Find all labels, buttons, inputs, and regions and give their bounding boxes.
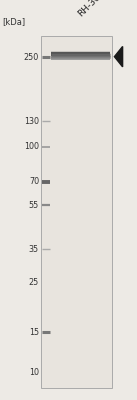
Text: 100: 100: [24, 142, 39, 151]
Text: 250: 250: [24, 52, 39, 62]
Text: 25: 25: [29, 278, 39, 287]
Text: 10: 10: [29, 368, 39, 376]
Text: [kDa]: [kDa]: [2, 18, 25, 26]
FancyBboxPatch shape: [41, 36, 112, 388]
Text: 55: 55: [29, 201, 39, 210]
Text: 15: 15: [29, 328, 39, 337]
Text: 70: 70: [29, 177, 39, 186]
Text: RH-30: RH-30: [76, 0, 102, 18]
Text: 35: 35: [29, 245, 39, 254]
Text: 130: 130: [24, 116, 39, 126]
Polygon shape: [114, 46, 123, 67]
